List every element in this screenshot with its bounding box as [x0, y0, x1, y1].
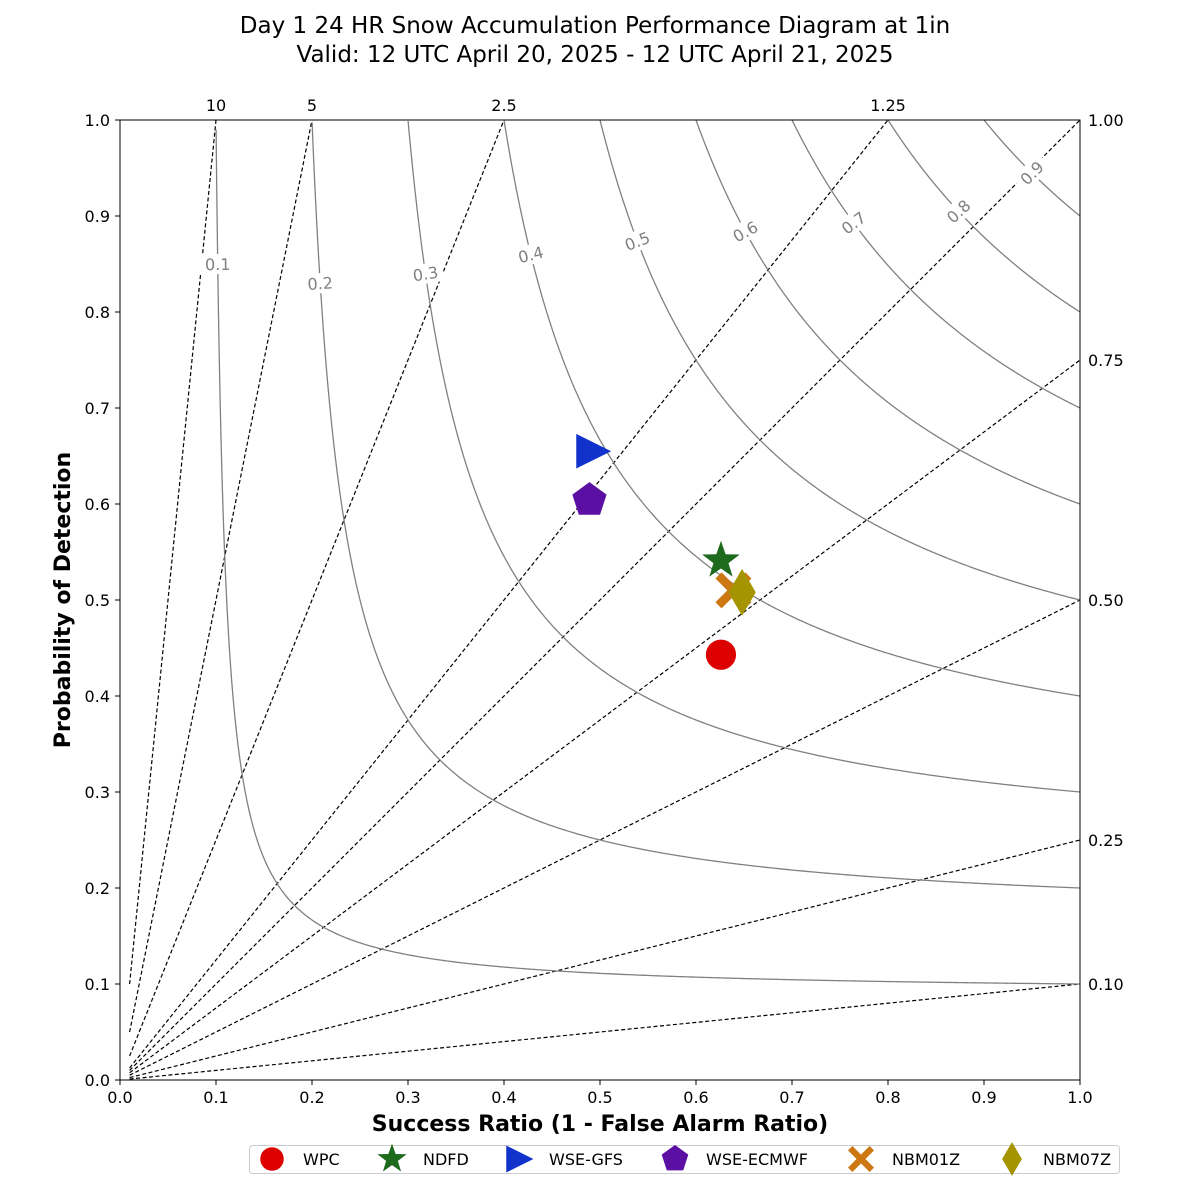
legend: WPC NDFD WSE-GFS WSE-ECMWF NBM01Z NBM07Z	[249, 1142, 1120, 1176]
csi-contour	[503, 120, 1080, 697]
point-wpc	[705, 639, 737, 670]
bias-label: 1.00	[1088, 111, 1124, 130]
point-ndfd	[702, 540, 740, 577]
chart-title: Day 1 24 HR Snow Accumulation Performanc…	[0, 12, 1190, 70]
y-tick-label: 0.4	[85, 687, 110, 706]
csi-contour	[983, 120, 1080, 217]
csi-label-bg	[1012, 152, 1052, 193]
y-axis-title: Probability of Detection	[51, 452, 76, 748]
bias-line	[129, 120, 505, 1057]
y-tick-label: 0.0	[85, 1071, 110, 1090]
point-wse-gfs	[576, 433, 612, 469]
legend-marker-wse-gfs	[506, 1145, 534, 1173]
csi-label-bg	[724, 213, 766, 249]
csi-label-bg	[406, 261, 445, 287]
chart-title-line2: Valid: 12 UTC April 20, 2025 - 12 UTC Ap…	[296, 42, 894, 68]
bias-line	[129, 359, 1080, 1074]
legend-label: NBM07Z	[1043, 1150, 1111, 1169]
legend-marker-wse-ecmwf	[661, 1145, 689, 1171]
x-tick-label: 0.3	[395, 1088, 420, 1107]
legend-marker-wpc	[260, 1147, 284, 1171]
legend-marker-ndfd	[377, 1143, 407, 1172]
chart-title-line1: Day 1 24 HR Snow Accumulation Performanc…	[239, 13, 951, 39]
y-tick-label: 0.3	[85, 783, 110, 802]
x-tick-label: 0.6	[683, 1088, 708, 1107]
x-tick-label: 0.9	[971, 1088, 996, 1107]
y-tick-label: 0.1	[85, 975, 110, 994]
bias-line	[129, 983, 1080, 1080]
y-tick-label: 0.7	[85, 399, 110, 418]
legend-label: NBM01Z	[892, 1150, 960, 1169]
csi-label-bg	[616, 225, 658, 257]
y-tick-label: 0.8	[85, 303, 110, 322]
legend-label: WPC	[303, 1150, 340, 1169]
csi-label-bg	[301, 272, 339, 295]
bias-line	[129, 599, 1080, 1076]
bias-labels: 10 5 2.5 1.25 1.00 0.75 0.50 0.25 0.10	[206, 96, 1124, 994]
x-tick-label: 0.4	[491, 1088, 516, 1107]
csi-contour	[791, 120, 1080, 409]
csi-label-bg	[833, 203, 874, 242]
x-axis-title: Success Ratio (1 - False Alarm Ratio)	[372, 1112, 828, 1137]
y-tick-label: 0.2	[85, 879, 110, 898]
csi-label-bg	[510, 240, 551, 269]
y-tick-label: 1.0	[85, 111, 110, 130]
y-tick-label: 0.6	[85, 495, 110, 514]
x-tick-label: 0.7	[779, 1088, 804, 1107]
x-tick-label: 0.1	[203, 1088, 228, 1107]
bias-label: 5	[307, 96, 317, 115]
bias-label: 0.25	[1088, 831, 1124, 850]
legend-label: NDFD	[423, 1150, 469, 1169]
legend-label: WSE-GFS	[549, 1150, 623, 1169]
axes: 0.0 0.1 0.2 0.3 0.4 0.5 0.6 0.7 0.8 0.9 1.0 0.0 0.1 0…	[85, 111, 1093, 1107]
bias-label: 10	[206, 96, 226, 115]
csi-label: 0.1	[205, 255, 231, 274]
csi-contour	[887, 120, 1080, 313]
csi-contour	[215, 129, 1080, 985]
point-wse-ecmwf	[572, 482, 607, 515]
x-tick-label: 0.0	[107, 1088, 132, 1107]
point-nbm07z	[728, 568, 756, 616]
bias-label: 2.5	[491, 96, 516, 115]
legend-label: WSE-ECMWF	[706, 1150, 808, 1169]
bias-label: 1.25	[870, 96, 906, 115]
x-tick-label: 0.8	[875, 1088, 900, 1107]
bias-line	[129, 120, 217, 985]
bias-line	[129, 120, 1080, 1071]
bias-label: 0.50	[1088, 591, 1124, 610]
csi-contours: 0.10.2 0.30.40.5 0.6 0.7 0.80.9	[199, 120, 1080, 985]
data-points	[572, 433, 756, 670]
csi-contour	[599, 120, 1080, 601]
csi-label: 0.4	[516, 243, 545, 268]
legend-marker-nbm01z	[848, 1146, 874, 1172]
bias-label: 0.75	[1088, 351, 1124, 370]
x-tick-label: 1.0	[1067, 1088, 1092, 1107]
x-tick-label: 0.2	[299, 1088, 324, 1107]
y-tick-label: 0.5	[85, 591, 110, 610]
bias-line	[129, 120, 313, 1033]
csi-label-bg	[199, 253, 236, 275]
y-tick-label: 0.9	[85, 207, 110, 226]
bias-label: 0.10	[1088, 975, 1124, 994]
csi-label: 0.3	[412, 263, 440, 285]
bias-lines	[129, 120, 1080, 1080]
bias-line	[129, 120, 889, 1069]
x-tick-label: 0.5	[587, 1088, 612, 1107]
csi-contour	[695, 120, 1080, 505]
legend-marker-nbm07z	[1002, 1142, 1022, 1176]
csi-contour	[311, 122, 1080, 889]
csi-label-bg	[938, 191, 979, 231]
csi-label: 0.2	[307, 273, 334, 294]
csi-contour	[407, 121, 1080, 793]
